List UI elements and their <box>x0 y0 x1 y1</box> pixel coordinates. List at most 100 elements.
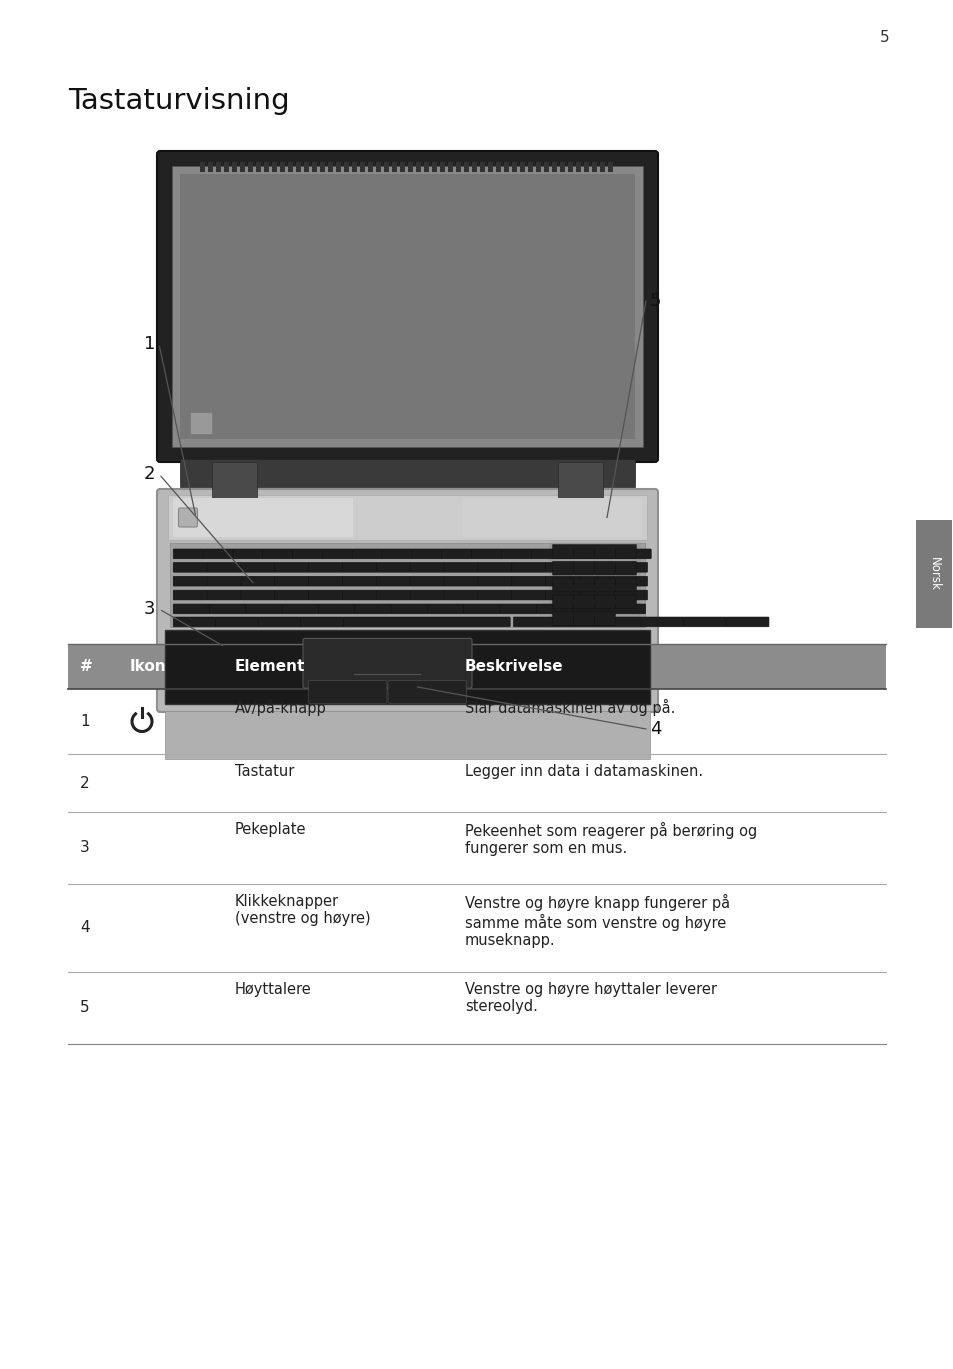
FancyBboxPatch shape <box>613 590 647 600</box>
FancyBboxPatch shape <box>382 549 412 559</box>
Bar <box>352 162 356 172</box>
Bar <box>607 162 613 172</box>
FancyBboxPatch shape <box>173 549 203 559</box>
Bar <box>472 162 476 172</box>
FancyBboxPatch shape <box>591 549 620 559</box>
Bar <box>208 162 213 172</box>
FancyBboxPatch shape <box>511 563 545 572</box>
FancyBboxPatch shape <box>207 576 241 586</box>
FancyBboxPatch shape <box>352 549 382 559</box>
FancyBboxPatch shape <box>463 604 500 613</box>
FancyBboxPatch shape <box>615 596 636 609</box>
Bar <box>399 162 405 172</box>
Bar <box>384 162 389 172</box>
Text: 5: 5 <box>649 292 660 309</box>
FancyBboxPatch shape <box>573 596 594 609</box>
Bar <box>304 162 309 172</box>
Bar <box>416 162 420 172</box>
Text: Venstre og høyre knapp fungerer på
samme måte som venstre og høyre
museknapp.: Venstre og høyre knapp fungerer på samme… <box>464 894 729 949</box>
FancyBboxPatch shape <box>725 617 768 627</box>
FancyBboxPatch shape <box>410 563 444 572</box>
Bar <box>592 162 597 172</box>
Text: 2: 2 <box>80 775 90 790</box>
FancyBboxPatch shape <box>274 590 309 600</box>
FancyBboxPatch shape <box>477 563 512 572</box>
FancyBboxPatch shape <box>578 590 613 600</box>
FancyBboxPatch shape <box>342 576 376 586</box>
FancyBboxPatch shape <box>388 680 466 704</box>
FancyBboxPatch shape <box>578 563 613 572</box>
FancyBboxPatch shape <box>410 590 444 600</box>
FancyBboxPatch shape <box>203 549 233 559</box>
FancyBboxPatch shape <box>173 590 207 600</box>
Text: 5: 5 <box>880 30 889 45</box>
FancyBboxPatch shape <box>552 578 573 591</box>
Bar <box>224 162 229 172</box>
FancyBboxPatch shape <box>173 576 207 586</box>
FancyBboxPatch shape <box>443 590 477 600</box>
FancyBboxPatch shape <box>246 604 282 613</box>
Bar <box>496 162 500 172</box>
Bar <box>456 162 460 172</box>
Text: Norsk: Norsk <box>926 557 940 591</box>
Bar <box>599 162 604 172</box>
FancyBboxPatch shape <box>173 617 216 627</box>
FancyBboxPatch shape <box>241 563 274 572</box>
FancyBboxPatch shape <box>309 576 342 586</box>
Bar <box>512 162 517 172</box>
Text: Legger inn data i datamaskinen.: Legger inn data i datamaskinen. <box>464 764 702 779</box>
FancyBboxPatch shape <box>531 549 561 559</box>
FancyBboxPatch shape <box>552 612 573 626</box>
FancyBboxPatch shape <box>477 576 512 586</box>
FancyBboxPatch shape <box>545 576 579 586</box>
FancyBboxPatch shape <box>471 549 501 559</box>
Bar <box>335 162 340 172</box>
Bar <box>567 162 573 172</box>
FancyBboxPatch shape <box>615 561 636 575</box>
Text: 4: 4 <box>649 720 660 738</box>
Text: Pekeenhet som reagerer på berøring og
fungerer som en mus.: Pekeenhet som reagerer på berøring og fu… <box>464 821 757 857</box>
FancyBboxPatch shape <box>578 576 613 586</box>
Text: 3: 3 <box>143 600 154 617</box>
FancyBboxPatch shape <box>640 617 683 627</box>
FancyBboxPatch shape <box>241 590 274 600</box>
FancyBboxPatch shape <box>215 617 258 627</box>
Bar <box>463 162 469 172</box>
Bar <box>232 162 236 172</box>
Bar <box>503 162 509 172</box>
FancyBboxPatch shape <box>309 563 342 572</box>
FancyBboxPatch shape <box>173 604 210 613</box>
Text: Venstre og høyre høyttaler leverer
stereolyd.: Venstre og høyre høyttaler leverer stere… <box>464 982 717 1014</box>
FancyBboxPatch shape <box>178 508 197 527</box>
Bar <box>439 162 444 172</box>
Bar <box>212 461 256 502</box>
FancyBboxPatch shape <box>615 545 636 559</box>
Bar <box>408 162 413 172</box>
FancyBboxPatch shape <box>511 590 545 600</box>
Bar <box>583 162 588 172</box>
FancyBboxPatch shape <box>427 604 463 613</box>
FancyBboxPatch shape <box>262 549 293 559</box>
FancyBboxPatch shape <box>343 617 510 627</box>
Text: 3: 3 <box>80 841 90 856</box>
FancyBboxPatch shape <box>499 604 537 613</box>
FancyBboxPatch shape <box>241 576 274 586</box>
Bar <box>200 162 205 172</box>
Bar <box>170 543 644 627</box>
Bar <box>461 498 641 537</box>
FancyBboxPatch shape <box>157 151 658 461</box>
Bar <box>272 162 276 172</box>
Bar <box>295 162 301 172</box>
Text: #: # <box>80 658 92 674</box>
FancyBboxPatch shape <box>210 604 246 613</box>
Bar <box>527 162 533 172</box>
FancyBboxPatch shape <box>613 576 647 586</box>
Bar <box>448 162 453 172</box>
FancyBboxPatch shape <box>501 549 531 559</box>
FancyBboxPatch shape <box>173 563 207 572</box>
Bar <box>552 162 557 172</box>
FancyBboxPatch shape <box>157 489 658 712</box>
FancyBboxPatch shape <box>309 590 342 600</box>
FancyBboxPatch shape <box>545 563 579 572</box>
Text: Tastaturvisning: Tastaturvisning <box>68 88 290 115</box>
